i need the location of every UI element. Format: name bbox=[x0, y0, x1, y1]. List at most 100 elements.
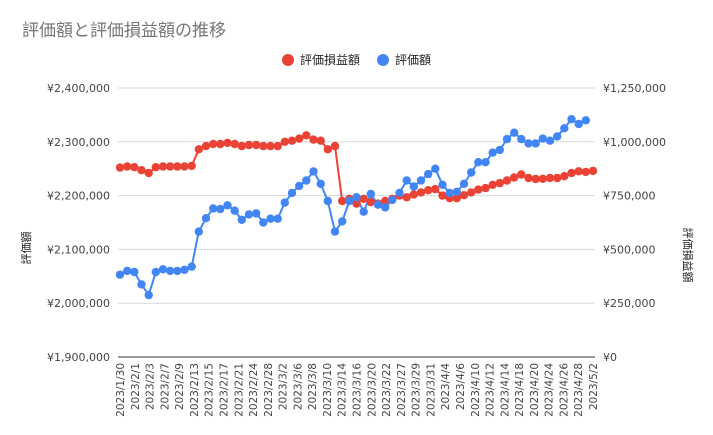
data-point-0 bbox=[481, 183, 490, 193]
x-tick-label: 2023/3/2 bbox=[278, 363, 290, 410]
data-point-0 bbox=[495, 178, 504, 188]
data-point-1 bbox=[130, 267, 139, 277]
data-point-0 bbox=[474, 185, 483, 194]
data-point-1 bbox=[316, 179, 325, 188]
x-tick-label: 2023/2/28 bbox=[263, 363, 275, 417]
data-point-0 bbox=[151, 163, 160, 172]
data-point-1 bbox=[345, 196, 354, 206]
data-point-0 bbox=[488, 180, 497, 189]
data-point-0 bbox=[166, 162, 175, 171]
data-point-1 bbox=[467, 168, 476, 177]
data-point-0 bbox=[237, 141, 246, 151]
data-point-0 bbox=[510, 173, 519, 182]
data-point-0 bbox=[338, 196, 347, 206]
x-axis-ticks: 2023/1/30 2023/2/1 2023/2/3 2023/2/7 2023/2/… bbox=[115, 363, 600, 417]
data-point-0 bbox=[352, 199, 361, 208]
y-axis-left-ticks: ¥2,400,000 ¥2,300,000 ¥2,200,000 ¥2,100,000… bbox=[47, 82, 110, 364]
gridlines bbox=[118, 87, 595, 358]
data-point-1 bbox=[237, 215, 246, 224]
data-point-1 bbox=[209, 204, 218, 213]
data-point-1 bbox=[295, 181, 304, 191]
data-point-0 bbox=[538, 174, 547, 183]
x-tick-label: 2023/3/16 bbox=[352, 363, 364, 417]
data-point-1 bbox=[567, 115, 576, 124]
data-point-0 bbox=[223, 138, 232, 148]
x-tick-label: 2023/3/22 bbox=[381, 363, 393, 417]
data-point-0 bbox=[553, 173, 562, 183]
data-point-1 bbox=[252, 209, 261, 218]
data-point-0 bbox=[266, 141, 275, 151]
data-point-0 bbox=[302, 131, 311, 140]
data-point-1 bbox=[216, 204, 225, 214]
data-point-0 bbox=[588, 166, 598, 176]
x-tick-label: 2023/2/7 bbox=[159, 363, 171, 410]
data-point-0 bbox=[524, 173, 533, 183]
data-point-0 bbox=[431, 184, 440, 194]
x-tick-label: 2023/2/9 bbox=[174, 363, 186, 410]
data-point-1 bbox=[115, 270, 125, 279]
x-tick-label: 2023/4/4 bbox=[440, 363, 452, 410]
data-point-1 bbox=[373, 200, 383, 209]
data-point-0 bbox=[180, 162, 189, 171]
data-point-1 bbox=[366, 189, 375, 199]
data-point-0 bbox=[144, 168, 153, 178]
x-tick-label: 2023/4/12 bbox=[485, 363, 497, 417]
data-point-1 bbox=[123, 266, 132, 276]
x-tick-label: 2023/4/6 bbox=[455, 363, 467, 410]
x-tick-label: 2023/2/1 bbox=[130, 363, 142, 410]
y-right-tick-label: ¥1,250,000 bbox=[603, 82, 666, 95]
data-point-0 bbox=[309, 135, 318, 144]
data-point-1 bbox=[424, 169, 433, 179]
data-point-1 bbox=[502, 134, 512, 144]
data-point-1 bbox=[352, 193, 361, 202]
data-point-1 bbox=[445, 188, 454, 198]
data-point-1 bbox=[266, 214, 275, 223]
data-point-0 bbox=[330, 141, 340, 151]
x-tick-label: 2023/1/30 bbox=[115, 363, 127, 417]
y-right-tick-label: ¥750,000 bbox=[603, 190, 656, 203]
data-point-1 bbox=[495, 145, 504, 155]
data-point-1 bbox=[510, 128, 519, 137]
y-axis-left-title: 評価額 bbox=[19, 232, 33, 265]
y-left-tick-label: ¥1,900,000 bbox=[47, 351, 110, 364]
data-point-1 bbox=[395, 188, 404, 198]
x-tick-label: 2023/3/29 bbox=[411, 363, 423, 417]
data-point-1 bbox=[381, 203, 390, 212]
x-tick-label: 2023/2/3 bbox=[145, 363, 157, 410]
data-point-1 bbox=[560, 124, 569, 133]
data-point-1 bbox=[309, 167, 318, 176]
data-point-1 bbox=[223, 201, 232, 210]
y-left-tick-label: ¥2,200,000 bbox=[47, 190, 110, 203]
data-point-0 bbox=[574, 167, 583, 176]
data-point-0 bbox=[316, 136, 325, 145]
data-point-1 bbox=[524, 139, 533, 148]
x-tick-label: 2023/4/18 bbox=[514, 363, 526, 417]
data-point-1 bbox=[574, 119, 583, 129]
x-tick-label: 2023/4/14 bbox=[499, 363, 511, 417]
x-tick-label: 2023/3/8 bbox=[307, 363, 319, 410]
data-point-1 bbox=[459, 179, 469, 188]
data-point-1 bbox=[553, 132, 562, 141]
data-point-1 bbox=[173, 266, 182, 276]
data-point-0 bbox=[409, 190, 418, 199]
x-tick-label: 2023/4/26 bbox=[558, 363, 570, 417]
legend-label-valuation: 評価額 bbox=[395, 52, 431, 67]
data-point-1 bbox=[287, 188, 297, 198]
x-tick-label: 2023/2/15 bbox=[204, 363, 216, 417]
y-left-tick-label: ¥2,400,000 bbox=[47, 82, 110, 95]
data-point-0 bbox=[187, 161, 196, 171]
data-point-1 bbox=[187, 262, 196, 271]
legend: 評価損益額 評価額 bbox=[282, 52, 431, 67]
data-point-0 bbox=[452, 194, 461, 203]
data-point-0 bbox=[381, 196, 390, 206]
data-point-1 bbox=[273, 214, 282, 223]
data-point-0 bbox=[273, 141, 282, 151]
data-point-0 bbox=[416, 188, 426, 197]
data-point-1 bbox=[230, 206, 239, 215]
data-point-0 bbox=[545, 173, 555, 183]
data-point-1 bbox=[409, 182, 418, 191]
data-point-0 bbox=[259, 141, 268, 151]
data-point-1 bbox=[166, 266, 175, 276]
